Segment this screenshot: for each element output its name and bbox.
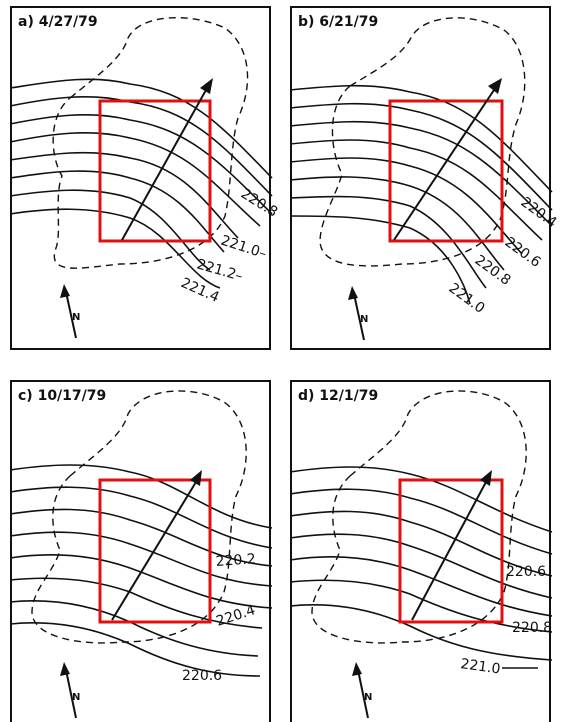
contour-lines <box>289 466 553 661</box>
contour-label: 220.6 <box>506 564 546 580</box>
contour-label: 220.4 <box>518 194 560 231</box>
contour-label: 221.2– <box>195 256 245 284</box>
panel-a: a) 4/27/79 220.8 221.0– 221.2– 221.4 N <box>9 6 280 350</box>
flow-arrow <box>393 78 502 241</box>
panel-d: d) 12/1/79 220.6 220.8 221.0 N <box>289 380 553 722</box>
flow-arrow <box>111 470 202 621</box>
boundary-dashed <box>52 17 249 269</box>
contour-label: 220.2 <box>215 551 256 570</box>
highlight-box <box>98 478 212 624</box>
north-arrow: N <box>352 662 372 719</box>
highlight-box <box>388 99 504 243</box>
boundary-dashed <box>31 390 247 644</box>
contour-label: 220.6 <box>182 668 222 684</box>
contour-label: 221.0– <box>219 233 269 263</box>
panel-frame <box>290 6 551 350</box>
contour-label: 220.8 <box>512 620 552 636</box>
boundary-dashed <box>319 17 526 267</box>
panel-title: b) 6/21/79 <box>298 14 378 30</box>
flow-arrow <box>411 470 492 621</box>
contour-label: 221.0 <box>446 280 488 317</box>
panel-frame <box>10 380 271 722</box>
contour-label: 220.8 <box>238 186 280 221</box>
panel-b: b) 6/21/79 220.4 220.6 220.8 221.0 N <box>289 6 560 350</box>
panel-frame <box>290 380 551 722</box>
contour-label: 221.4 <box>178 275 221 306</box>
contour-lines <box>289 84 553 305</box>
north-arrow: N <box>60 284 80 339</box>
north-label: N <box>72 312 80 323</box>
panel-title: a) 4/27/79 <box>18 14 98 30</box>
north-label: N <box>364 692 372 703</box>
panel-c: c) 10/17/79 220.2 220.4 220.6 N <box>9 380 273 722</box>
north-label: N <box>360 314 368 325</box>
highlight-box <box>98 99 212 243</box>
panel-title: d) 12/1/79 <box>298 388 378 404</box>
contour-label: 221.0 <box>459 656 501 677</box>
contour-label: 220.8 <box>472 252 514 289</box>
flow-arrow <box>121 78 213 241</box>
panel-title: c) 10/17/79 <box>18 388 106 404</box>
highlight-box <box>398 478 504 624</box>
boundary-dashed <box>311 390 527 644</box>
north-arrow: N <box>60 662 80 719</box>
panel-frame <box>10 6 271 350</box>
contour-lines <box>9 78 273 289</box>
north-arrow: N <box>348 286 368 341</box>
contour-label: 220.6 <box>502 234 544 271</box>
north-label: N <box>72 692 80 703</box>
